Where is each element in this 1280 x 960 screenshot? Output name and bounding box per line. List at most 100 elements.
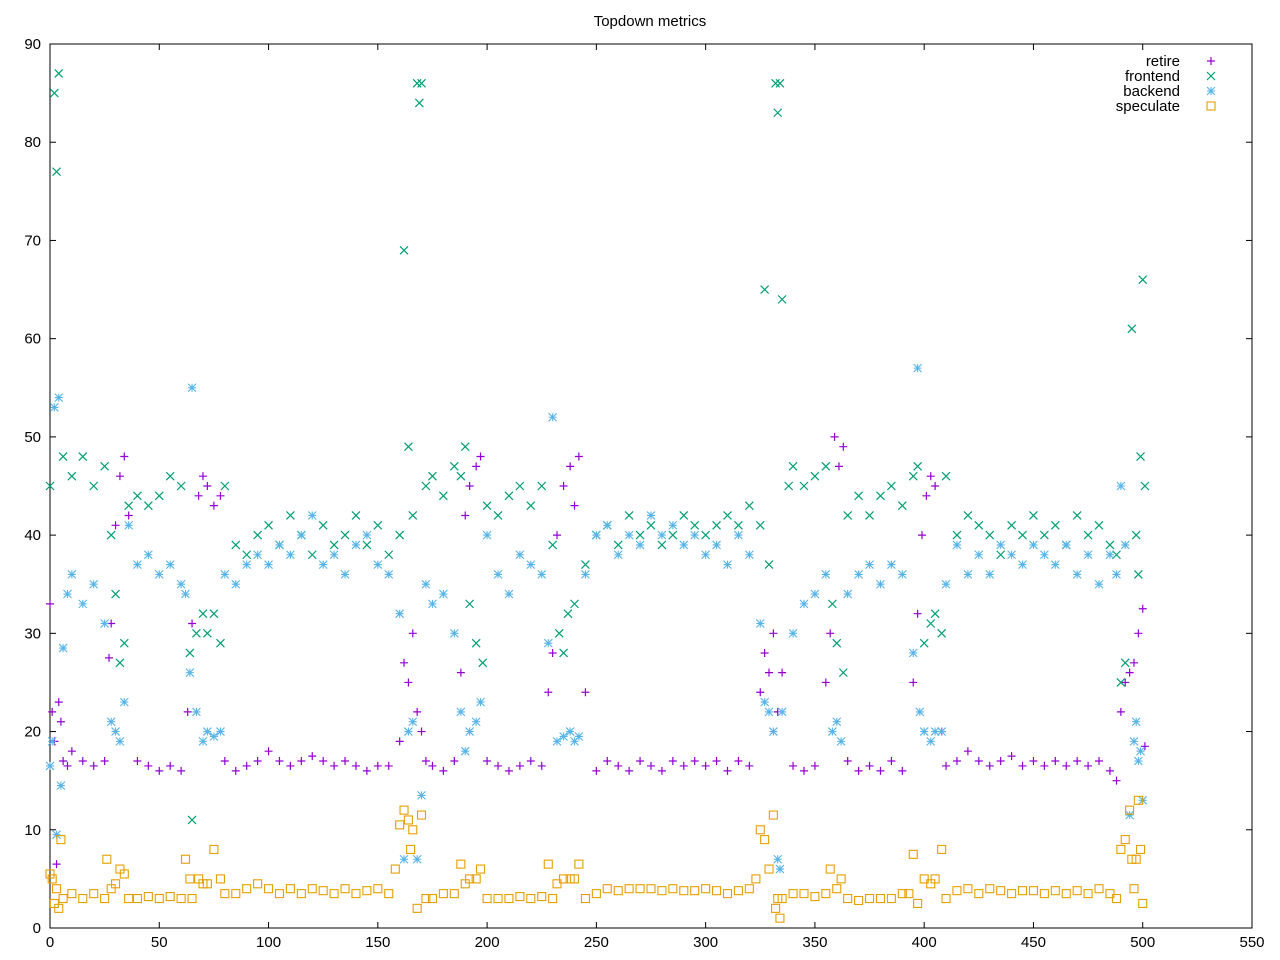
frontend-point (78, 452, 88, 461)
speculate-point (574, 859, 584, 869)
retire-point (830, 432, 839, 441)
speculate-point (810, 892, 820, 902)
retire-point (1051, 757, 1060, 766)
speculate-point (854, 895, 864, 906)
retire-point (177, 766, 186, 775)
frontend-point (1140, 481, 1150, 491)
speculate-point (760, 835, 770, 845)
speculate-point (231, 889, 241, 899)
backend-point (216, 727, 225, 736)
frontend-point (1105, 540, 1115, 550)
backend-point (963, 570, 973, 579)
x-tick-label: 350 (802, 934, 827, 951)
backend-point (115, 736, 125, 746)
backend-point (49, 403, 59, 412)
backend-point (133, 560, 142, 569)
y-tick-label: 80 (24, 134, 41, 151)
x-tick-label: 550 (1239, 934, 1264, 951)
speculate-point (242, 884, 252, 894)
retire-point (952, 757, 961, 766)
speculate-point (421, 893, 431, 904)
frontend-point (1050, 520, 1060, 530)
frontend-point (403, 442, 413, 452)
backend-point (1029, 540, 1038, 550)
backend-point (286, 550, 295, 560)
retire-point (115, 472, 124, 481)
speculate-point (733, 886, 743, 896)
backend-point (723, 560, 732, 569)
x-tick-label: 200 (475, 934, 500, 951)
speculate-point (825, 864, 835, 874)
frontend-point (701, 530, 711, 540)
frontend-point (784, 481, 794, 491)
retire-point (144, 761, 153, 770)
retire-point (854, 766, 863, 775)
retire-point (203, 482, 212, 490)
retire-point (209, 501, 218, 510)
backend-point (581, 570, 590, 579)
frontend-point (165, 471, 175, 481)
speculate-point (67, 889, 77, 899)
frontend-point (456, 471, 466, 481)
retire-point (756, 688, 765, 697)
frontend-point (362, 540, 372, 550)
backend-point (154, 570, 164, 579)
speculate-point (1133, 795, 1143, 805)
frontend-point (351, 511, 361, 520)
backend-point (1136, 746, 1145, 756)
retire-point (450, 757, 459, 766)
speculate-point (47, 874, 57, 884)
speculate-point (764, 864, 774, 874)
frontend-point (799, 481, 809, 491)
retire-point (712, 757, 721, 766)
speculate-point (1072, 886, 1082, 896)
retire-point (996, 757, 1005, 766)
backend-point (613, 550, 623, 560)
backend-point (854, 570, 864, 579)
speculate-point (465, 874, 475, 884)
retire-point (504, 766, 513, 775)
retire-point (570, 501, 579, 510)
y-tick-label: 20 (24, 724, 41, 741)
retire-point (483, 757, 492, 766)
speculate-point (755, 825, 765, 835)
backend-point (465, 727, 474, 736)
frontend-point (827, 599, 837, 609)
speculate-point (253, 879, 263, 889)
retire-point (559, 482, 568, 490)
retire-point (553, 531, 562, 540)
frontend-point (1127, 324, 1137, 334)
speculate-point (1017, 886, 1028, 896)
frontend-point (414, 98, 424, 108)
backend-point (456, 707, 466, 717)
x-tick-label: 450 (1021, 934, 1046, 951)
speculate-point (548, 893, 558, 904)
backend-point (202, 727, 212, 736)
backend-point (559, 732, 568, 741)
speculate-point (526, 893, 536, 904)
legend-marker-frontend (1206, 71, 1216, 81)
backend-point (296, 530, 306, 540)
speculate-point (624, 884, 634, 894)
backend-point (412, 854, 422, 864)
y-tick-label: 70 (24, 232, 41, 249)
backend-point (836, 736, 846, 746)
backend-point (165, 560, 175, 569)
backend-point (591, 530, 601, 540)
backend-point (810, 589, 820, 599)
backend-point (773, 854, 783, 864)
backend-point (543, 638, 553, 648)
frontend-point (941, 471, 951, 481)
backend-point (657, 530, 667, 540)
retire-point (1105, 766, 1114, 775)
frontend-point (54, 69, 64, 78)
backend-point (428, 599, 437, 609)
backend-point (646, 511, 656, 520)
frontend-point (373, 520, 383, 530)
frontend-point (1094, 520, 1104, 530)
backend-point (602, 520, 612, 530)
retire-point (843, 757, 852, 766)
retire-point (373, 761, 382, 770)
backend-point (974, 550, 984, 560)
speculate-point (515, 892, 525, 902)
